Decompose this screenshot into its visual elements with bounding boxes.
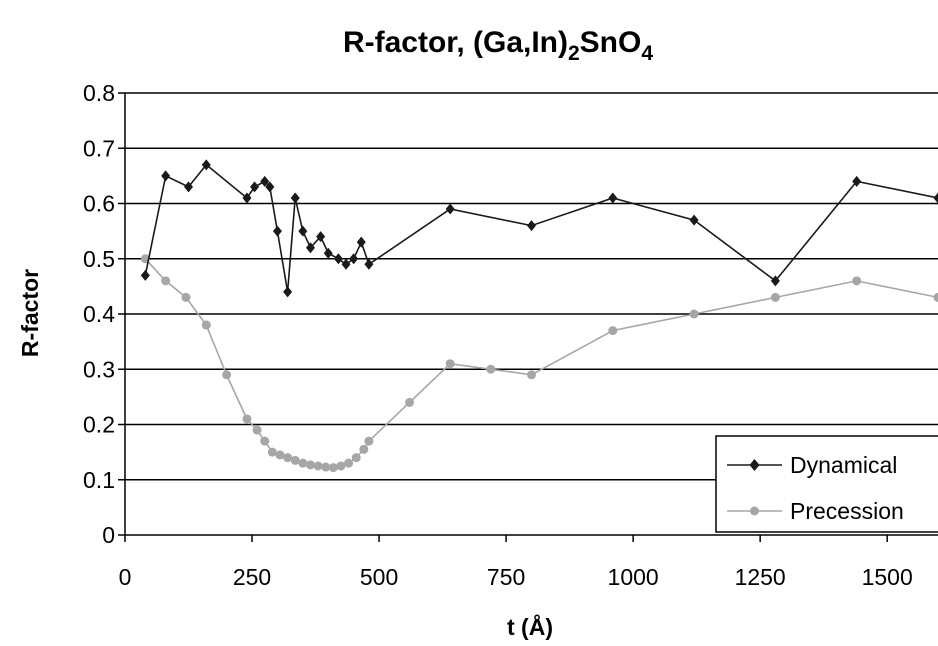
- data-point-dynamical: [356, 236, 366, 248]
- data-point-dynamical: [260, 175, 270, 187]
- chart-title-subscript-2: 4: [641, 42, 653, 65]
- y-tick-label: 0.8: [83, 80, 115, 106]
- data-point-precession: [405, 397, 415, 407]
- chart-title-middle: SnO: [580, 26, 642, 59]
- data-point-dynamical: [333, 253, 343, 265]
- legend-dynamical-marker: [749, 459, 760, 471]
- data-point-dynamical: [298, 225, 308, 237]
- data-series: [140, 159, 938, 473]
- data-point-dynamical: [852, 175, 862, 187]
- data-point-precession: [933, 292, 938, 302]
- data-point-dynamical: [305, 242, 315, 254]
- chart-title-prefix: R-factor, (Ga,In): [343, 26, 568, 59]
- legend-box: [715, 435, 938, 533]
- data-point-dynamical: [201, 159, 211, 171]
- series-dynamical: [140, 159, 938, 298]
- data-point-precession: [364, 436, 374, 446]
- x-tick-label: 1250: [735, 564, 786, 590]
- data-point-precession: [242, 414, 252, 424]
- data-point-precession: [260, 436, 270, 446]
- data-point-precession: [275, 450, 285, 460]
- x-tick-label: 750: [487, 564, 525, 590]
- data-point-precession: [359, 444, 369, 454]
- legend-dynamical-label: Dynamical: [790, 452, 897, 478]
- tick-labels: 0 0.1 0.2 0.3 0.4 0.5 0.6 0.7 0.8 0 250 500 750 1000 1…: [83, 80, 913, 590]
- legend-precession-label: Precession: [790, 498, 904, 524]
- series-precession: [140, 254, 938, 473]
- data-point-precession: [161, 276, 171, 286]
- data-point-precession: [305, 460, 315, 470]
- data-point-precession: [252, 425, 262, 435]
- axes: [118, 92, 938, 542]
- x-tick-label: 500: [360, 564, 398, 590]
- x-tick-label: 1500: [862, 564, 913, 590]
- data-point-precession: [336, 461, 346, 471]
- data-point-precession: [321, 462, 331, 472]
- y-tick-label: 0.7: [83, 135, 115, 161]
- data-point-dynamical: [290, 192, 300, 204]
- data-point-dynamical: [272, 225, 282, 237]
- data-point-precession: [181, 292, 191, 302]
- data-point-precession: [608, 326, 618, 336]
- x-tick-label: 0: [119, 564, 132, 590]
- data-point-dynamical: [242, 192, 252, 204]
- grid-lines: [125, 92, 938, 481]
- data-point-precession: [770, 292, 780, 302]
- data-point-precession: [486, 364, 496, 374]
- x-axis-label: t (Å): [507, 613, 553, 640]
- data-point-dynamical: [140, 269, 150, 281]
- data-point-dynamical: [250, 181, 260, 193]
- data-point-precession: [222, 370, 232, 380]
- data-point-precession: [313, 461, 323, 471]
- data-point-dynamical: [349, 253, 359, 265]
- data-point-dynamical: [161, 170, 171, 182]
- data-point-dynamical: [608, 192, 618, 204]
- legend-precession-marker: [750, 506, 759, 516]
- data-point-dynamical: [364, 258, 374, 270]
- data-point-dynamical: [445, 203, 455, 215]
- y-tick-label: 0.2: [83, 412, 115, 438]
- data-point-dynamical: [184, 181, 194, 193]
- data-point-precession: [283, 453, 293, 463]
- data-point-precession: [689, 309, 699, 319]
- data-point-precession: [290, 455, 300, 465]
- y-tick-label: 0.3: [83, 356, 115, 382]
- data-point-precession: [328, 463, 338, 473]
- y-tick-label: 0.5: [83, 246, 115, 272]
- data-point-dynamical: [265, 181, 275, 193]
- data-point-dynamical: [283, 286, 293, 298]
- data-point-precession: [527, 370, 536, 380]
- data-point-dynamical: [527, 220, 536, 232]
- data-point-dynamical: [770, 275, 780, 287]
- y-tick-label: 0: [102, 522, 115, 548]
- legend: Dynamical Precession: [715, 435, 938, 533]
- data-point-precession: [298, 458, 308, 468]
- data-point-precession: [445, 359, 455, 369]
- y-tick-label: 0.1: [83, 467, 115, 493]
- x-tick-label: 250: [233, 564, 271, 590]
- data-point-dynamical: [341, 258, 351, 270]
- y-tick-label: 0.4: [83, 301, 115, 327]
- data-point-precession: [344, 458, 354, 468]
- data-point-dynamical: [323, 247, 333, 259]
- chart-title-subscript-1: 2: [568, 42, 580, 65]
- data-point-precession: [267, 447, 277, 457]
- data-point-dynamical: [689, 214, 699, 226]
- data-point-precession: [201, 320, 211, 330]
- x-tick-label: 1000: [608, 564, 659, 590]
- data-point-dynamical: [933, 192, 938, 204]
- y-tick-label: 0.6: [83, 191, 115, 217]
- y-axis-label: R-factor: [17, 269, 43, 357]
- data-point-precession: [351, 453, 361, 463]
- data-point-precession: [852, 276, 862, 286]
- data-point-dynamical: [316, 231, 326, 243]
- chart-title: R-factor, (Ga,In)2SnO4: [343, 26, 653, 65]
